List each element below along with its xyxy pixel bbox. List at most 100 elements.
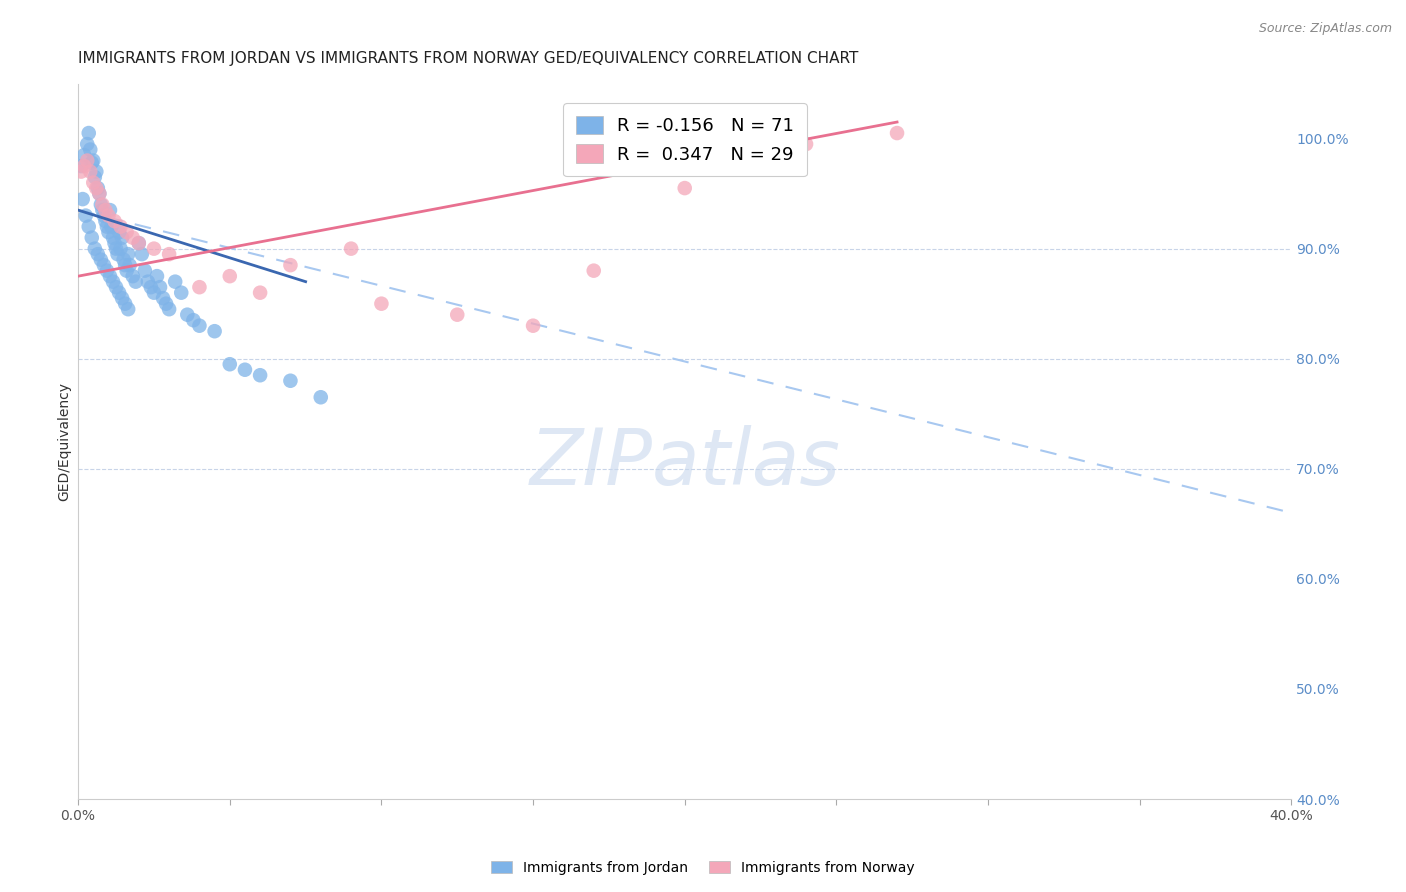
Point (94, 214, 117, 228)
Point (70, 159, 93, 173)
Point (77, 126, 100, 140)
Point (114, 258, 136, 272)
Point (73, 159, 96, 173)
Point (83, 170, 105, 185)
Legend: R = -0.156   N = 71, R =  0.347   N = 29: R = -0.156 N = 71, R = 0.347 N = 29 (562, 103, 807, 177)
Point (146, 269, 169, 284)
Point (165, 275, 187, 289)
Point (110, 219, 132, 234)
Point (121, 230, 143, 244)
Point (582, 263, 605, 277)
Point (176, 308, 198, 322)
Point (152, 291, 174, 305)
Point (886, 126, 908, 140)
Point (112, 252, 135, 267)
Point (97, 225, 120, 239)
Point (131, 247, 153, 261)
Point (218, 357, 240, 371)
Point (93, 209, 115, 223)
Point (76, 153, 98, 168)
Text: Source: ZipAtlas.com: Source: ZipAtlas.com (1258, 22, 1392, 36)
Point (183, 313, 205, 327)
Point (522, 318, 544, 333)
Point (280, 258, 302, 272)
Point (249, 368, 271, 383)
Point (118, 258, 141, 272)
Point (80, 230, 103, 244)
Point (86, 164, 108, 178)
Point (114, 296, 136, 310)
Point (233, 362, 256, 376)
Point (110, 242, 132, 256)
Point (115, 225, 138, 239)
Point (96, 219, 118, 234)
Point (75, 209, 97, 223)
Point (794, 137, 817, 152)
Point (128, 236, 150, 251)
Point (204, 324, 226, 338)
Point (280, 374, 302, 388)
Legend: Immigrants from Jordan, Immigrants from Norway: Immigrants from Jordan, Immigrants from … (485, 855, 921, 880)
Point (446, 308, 468, 322)
Point (101, 230, 124, 244)
Point (105, 242, 128, 256)
Point (77, 219, 100, 234)
Point (370, 296, 392, 310)
Point (309, 390, 332, 404)
Point (115, 263, 138, 277)
Point (87, 181, 110, 195)
Point (673, 181, 696, 195)
Point (125, 275, 148, 289)
Point (98, 203, 121, 218)
Point (91, 203, 114, 218)
Point (90, 252, 112, 267)
Point (103, 236, 125, 251)
Point (82, 153, 104, 168)
Point (188, 318, 211, 333)
Point (155, 296, 177, 310)
Point (249, 285, 271, 300)
Point (111, 230, 134, 244)
Point (108, 225, 131, 239)
Point (76, 137, 98, 152)
Point (142, 285, 165, 300)
Point (79, 164, 101, 178)
Point (134, 263, 156, 277)
Text: ZIPatlas: ZIPatlas (529, 425, 841, 500)
Point (136, 275, 159, 289)
Point (98, 269, 121, 284)
Point (96, 263, 118, 277)
Point (340, 242, 363, 256)
Point (139, 280, 162, 294)
Point (83, 242, 105, 256)
Point (218, 269, 240, 284)
Point (111, 291, 134, 305)
Point (89, 186, 111, 201)
Point (149, 280, 172, 294)
Point (80, 155, 103, 169)
Point (72, 192, 94, 206)
Point (108, 285, 131, 300)
Point (142, 242, 165, 256)
Point (170, 285, 193, 300)
Point (105, 280, 128, 294)
Point (93, 258, 115, 272)
Point (79, 143, 101, 157)
Point (87, 247, 110, 261)
Point (86, 181, 108, 195)
Point (91, 197, 114, 211)
Point (117, 302, 139, 317)
Point (117, 247, 139, 261)
Point (90, 197, 112, 211)
Point (73, 148, 96, 162)
Point (97, 209, 120, 223)
Point (157, 247, 180, 261)
Point (128, 236, 150, 251)
Point (101, 275, 124, 289)
Point (89, 186, 111, 201)
Point (82, 176, 104, 190)
Point (103, 214, 125, 228)
Point (100, 219, 122, 234)
Text: IMMIGRANTS FROM JORDAN VS IMMIGRANTS FROM NORWAY GED/EQUIVALENCY CORRELATION CHA: IMMIGRANTS FROM JORDAN VS IMMIGRANTS FRO… (79, 51, 859, 66)
Point (188, 280, 211, 294)
